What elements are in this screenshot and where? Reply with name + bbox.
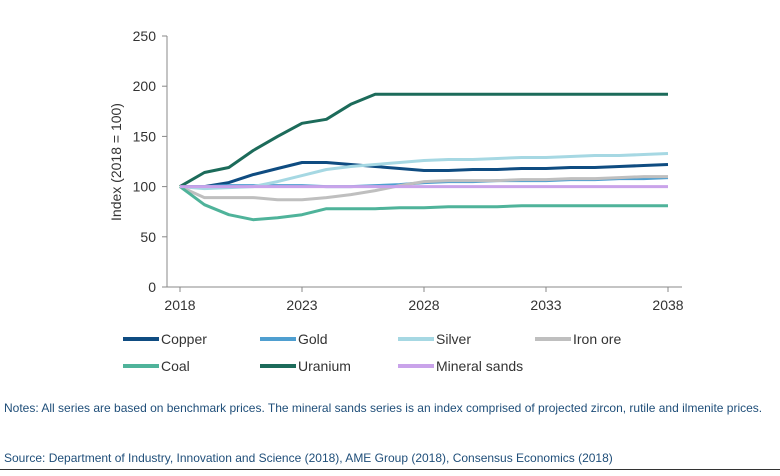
series-line-uranium bbox=[179, 92, 668, 188]
y-axis-title: Index (2018 = 100) bbox=[108, 103, 124, 221]
series-line-silver bbox=[179, 152, 669, 191]
y-tick-label: 100 bbox=[133, 179, 157, 195]
legend-label-iron-ore: Iron ore bbox=[573, 331, 621, 347]
legend-label-gold: Gold bbox=[298, 331, 328, 347]
chart-source: Source: Department of Industry, Innovati… bbox=[4, 451, 613, 465]
legend-label-copper: Copper bbox=[161, 331, 207, 347]
y-tick-label: 50 bbox=[140, 229, 156, 245]
series-line-copper bbox=[180, 161, 669, 189]
x-tick-label: 2038 bbox=[652, 297, 683, 313]
y-tick-label: 0 bbox=[148, 279, 156, 295]
chart-legend: Copper Gold Silver Iron ore Coal Uranium Miner… bbox=[123, 331, 621, 374]
legend-label-mineral-sands: Mineral sands bbox=[436, 358, 523, 374]
legend-label-uranium: Uranium bbox=[298, 358, 351, 374]
footer-divider bbox=[0, 469, 780, 470]
line-chart: 0 50 100 150 200 250 2018 2023 2028 2033 2038 Inde… bbox=[108, 28, 684, 374]
series-line-coal bbox=[179, 185, 668, 222]
x-tick-label: 2033 bbox=[530, 297, 561, 313]
x-tick-label: 2028 bbox=[408, 297, 439, 313]
chart-axes: 0 50 100 150 200 250 2018 2023 2028 2033 2038 bbox=[133, 28, 684, 313]
chart-plot-area bbox=[179, 92, 669, 222]
chart-notes: Notes: All series are based on benchmark… bbox=[4, 401, 763, 415]
y-tick-label: 150 bbox=[133, 128, 157, 144]
x-tick-label: 2023 bbox=[286, 297, 317, 313]
y-tick-label: 200 bbox=[133, 78, 157, 94]
legend-label-silver: Silver bbox=[436, 331, 471, 347]
series-line-iron-ore bbox=[179, 175, 668, 202]
legend-label-coal: Coal bbox=[161, 358, 190, 374]
x-tick-label: 2018 bbox=[164, 297, 195, 313]
y-tick-label: 250 bbox=[133, 28, 157, 44]
